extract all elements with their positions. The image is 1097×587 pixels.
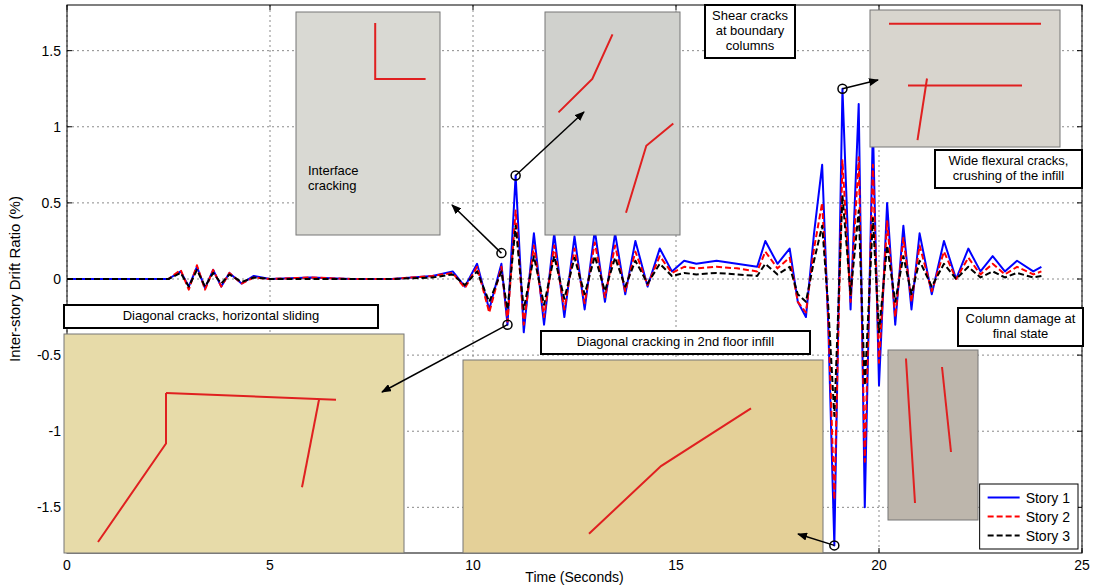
annotation-text: Wide flexural cracks,crushing of the inf…	[949, 153, 1069, 183]
text-line: cracking	[308, 178, 356, 193]
x-tick	[879, 548, 880, 553]
legend-box	[980, 484, 1078, 549]
x-tick-label: 10	[465, 557, 481, 573]
photo	[545, 12, 680, 235]
y-tick-label: 1	[53, 119, 61, 135]
annotation-text: Interfacecracking	[308, 163, 359, 193]
y-tick-label: -1	[49, 423, 62, 439]
annotation-arrow	[842, 80, 878, 89]
crack-sketch	[375, 23, 425, 79]
x-tick-label: 5	[266, 557, 274, 573]
text-line: Column damage at	[966, 311, 1076, 326]
photo	[888, 350, 978, 520]
x-tick	[676, 5, 677, 10]
text-line: Diagonal cracking in 2nd floor infill	[577, 334, 774, 349]
legend-swatch	[988, 535, 1020, 537]
x-axis-title: Time (Seconds)	[525, 569, 623, 585]
crack-sketch	[559, 34, 613, 112]
x-tick	[473, 5, 474, 10]
text-line: Diagonal cracks, horizontal sliding	[123, 308, 320, 323]
annotation-text: Column damage atfinal state	[966, 311, 1076, 341]
y-tick	[1077, 431, 1082, 432]
x-tick-label: 15	[668, 557, 684, 573]
photo	[64, 334, 404, 553]
annotation-point	[503, 320, 512, 329]
x-tick	[270, 5, 271, 10]
text-line: Interface	[308, 163, 359, 178]
text-line: columns	[726, 38, 775, 53]
annotation-arrow	[452, 205, 501, 253]
photo	[870, 10, 1060, 147]
background	[0, 0, 1097, 587]
label-box	[705, 5, 795, 58]
crack-sketch	[166, 393, 336, 400]
crack-sketch	[918, 79, 928, 141]
legend-swatch	[988, 497, 1020, 499]
x-tick-label: 20	[871, 557, 887, 573]
label-box	[958, 308, 1083, 346]
legend-label: Story 2	[1026, 509, 1071, 525]
label-box	[935, 150, 1082, 188]
label-box	[541, 331, 810, 354]
annotation-text: Diagonal cracks, horizontal sliding	[123, 308, 320, 323]
crack-sketch	[942, 367, 951, 452]
y-tick	[1077, 279, 1082, 280]
y-tick	[1077, 202, 1082, 203]
text-line: Wide flexural cracks,	[949, 153, 1069, 168]
legend-swatch	[988, 516, 1020, 518]
text-line: crushing of the infill	[953, 168, 1064, 183]
annotation-point	[838, 84, 847, 93]
text-line: at boundary	[716, 23, 785, 38]
x-tick-label: 25	[1074, 557, 1090, 573]
legend-label: Story 1	[1026, 490, 1071, 506]
y-tick-label: -0.5	[37, 347, 61, 363]
y-tick	[1077, 126, 1082, 127]
crack-sketch	[98, 393, 166, 542]
annotation-text: Shear cracksat boundarycolumns	[712, 8, 788, 53]
label-box	[64, 305, 378, 328]
annotation-arrow	[798, 534, 834, 545]
annotation-point	[830, 541, 839, 550]
photo	[296, 12, 440, 235]
photo	[463, 360, 823, 553]
y-tick	[67, 126, 72, 127]
annotation-point	[497, 249, 506, 258]
crack-sketch	[589, 408, 751, 533]
annotations: Interfacecracking Shear cracksat boundary…	[64, 5, 1083, 553]
annotation-text: Diagonal cracking in 2nd floor infill	[577, 334, 774, 349]
y-tick-label: 0	[53, 271, 61, 287]
chart: 0510152025-1.5-1-0.500.511.5Interfacecra…	[0, 0, 1097, 587]
annotation-point	[511, 171, 520, 180]
text-line: Shear cracks	[712, 8, 788, 23]
x-tick	[879, 5, 880, 10]
legend: Story 1 Story 2 Story 3	[980, 484, 1078, 549]
crack-sketch	[302, 400, 319, 488]
x-tick-label: 0	[63, 557, 71, 573]
annotation-arrow	[516, 112, 584, 175]
y-tick	[1077, 50, 1082, 51]
y-tick-label: -1.5	[37, 499, 61, 515]
text-line: final state	[993, 326, 1049, 341]
y-tick	[1077, 355, 1082, 356]
crack-sketch	[906, 359, 915, 504]
crack-sketch	[889, 23, 1041, 25]
y-axis-title: Inter-story Drift Ratio (%)	[6, 196, 23, 362]
y-tick-label: 1.5	[42, 43, 62, 59]
y-tick-label: 0.5	[42, 195, 62, 211]
crack-sketch	[626, 124, 673, 213]
legend-label: Story 3	[1026, 528, 1071, 544]
y-tick	[67, 50, 72, 51]
y-tick	[67, 202, 72, 203]
